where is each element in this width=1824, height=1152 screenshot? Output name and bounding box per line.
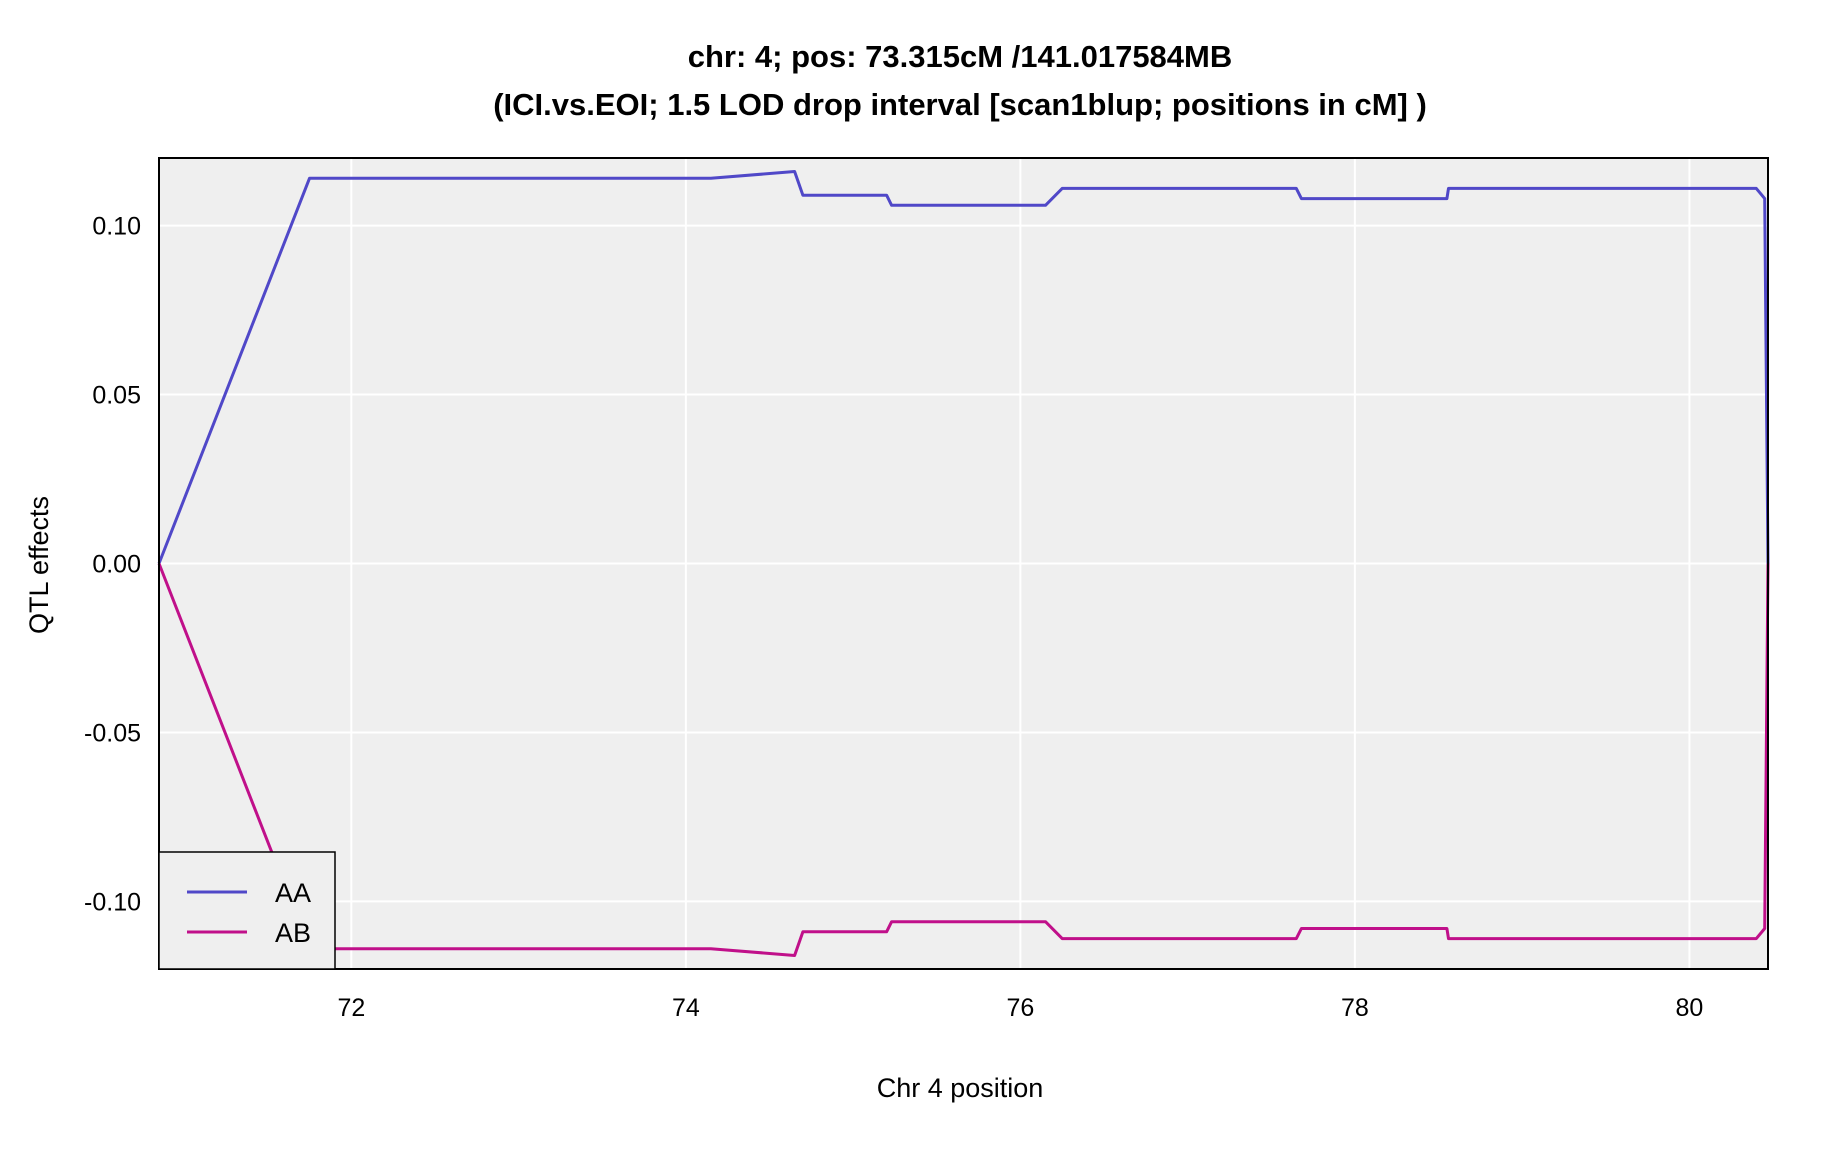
x-tick-label: 72 [337, 994, 365, 1022]
x-tick-label: 76 [1006, 994, 1034, 1022]
y-tick-label: 0.10 [92, 213, 141, 241]
legend: AA AB [158, 851, 336, 970]
y-axis-label: QTL effects [24, 496, 54, 634]
plot-frame [158, 157, 1769, 970]
legend-label-ab: AB [275, 918, 311, 948]
chart-title: chr: 4; pos: 73.315cM /141.017584MB [688, 39, 1233, 74]
x-axis-label: Chr 4 position [877, 1073, 1044, 1103]
legend-box [158, 851, 336, 970]
y-tick-label: -0.10 [84, 888, 141, 916]
series-lines [157, 170, 1770, 957]
legend-label-aa: AA [275, 878, 311, 908]
x-tick-label: 74 [672, 994, 700, 1022]
y-tick-label: -0.05 [84, 719, 141, 747]
y-tick-label: 0.05 [92, 382, 141, 410]
y-axis-ticks: -0.10 -0.05 0.00 0.05 0.10 [84, 213, 141, 917]
x-axis-ticks: 72 74 76 78 80 [337, 994, 1703, 1022]
series-line-aa [157, 170, 1770, 565]
grid-lines [159, 158, 1768, 969]
chart-subtitle: (ICI.vs.EOI; 1.5 LOD drop interval [scan… [493, 87, 1427, 122]
x-tick-label: 78 [1341, 994, 1369, 1022]
series-line-ab [157, 562, 1770, 957]
x-tick-label: 80 [1675, 994, 1703, 1022]
y-tick-label: 0.00 [92, 551, 141, 579]
